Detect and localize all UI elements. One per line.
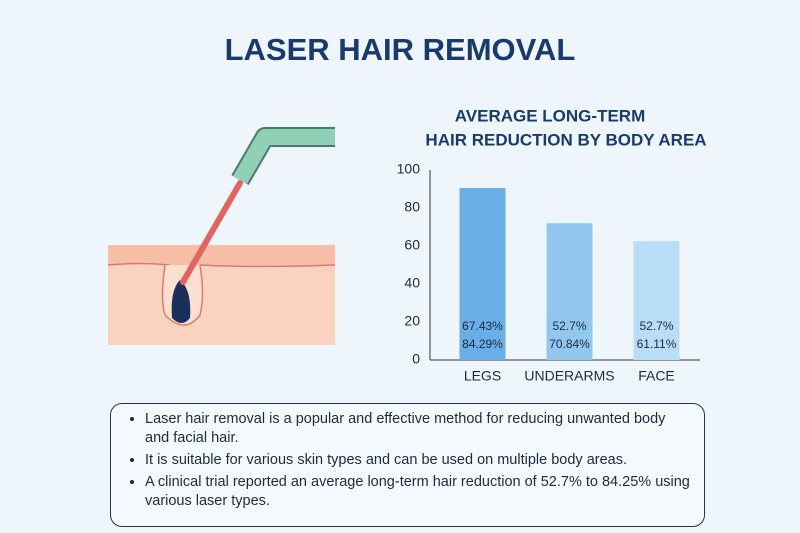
x-tick-label: FACE	[638, 368, 675, 384]
y-tick-label: 60	[404, 237, 420, 253]
bullet: Laser hair removal is a popular and effe…	[145, 410, 690, 448]
y-tick-label: 100	[397, 161, 421, 177]
skin-line	[107, 262, 336, 268]
bar-annotation: 61.11%	[637, 337, 677, 351]
bullet: It is suitable for various skin types an…	[145, 451, 690, 470]
chart-title: AVERAGE LONG-TERM	[455, 106, 645, 125]
laser-beam	[180, 180, 243, 285]
bar-annotation: 52.7%	[552, 319, 586, 333]
info-box: Laser hair removal is a popular and effe…	[110, 403, 705, 527]
bar	[459, 188, 506, 360]
x-tick-label: UNDERARMS	[524, 368, 614, 384]
chart-title: HAIR REDUCTION BY BODY AREA	[425, 130, 706, 149]
bar	[546, 223, 593, 360]
y-tick-label: 0	[412, 351, 420, 367]
page-title: LASER HAIR REMOVAL	[225, 32, 576, 67]
bar-annotation: 67.43%	[462, 319, 503, 333]
handpiece	[233, 129, 335, 185]
bullet: A clinical trial reported an average lon…	[145, 473, 690, 511]
illustration	[107, 127, 336, 345]
y-tick-label: 20	[404, 313, 420, 329]
hair-bulb	[171, 280, 191, 323]
skin-top	[108, 245, 335, 268]
x-tick-label: LEGS	[464, 368, 501, 384]
chart: AVERAGE LONG-TERM HAIR REDUCTION BY BODY …	[397, 106, 707, 383]
bar-annotation: 70.84%	[549, 337, 590, 351]
bullet-list: Laser hair removal is a popular and effe…	[125, 410, 690, 511]
bar	[633, 241, 680, 360]
y-tick-label: 80	[404, 199, 420, 215]
y-tick-label: 40	[404, 275, 420, 291]
bar-annotation: 84.29%	[462, 337, 503, 351]
bar-annotation: 52.7%	[639, 319, 673, 333]
